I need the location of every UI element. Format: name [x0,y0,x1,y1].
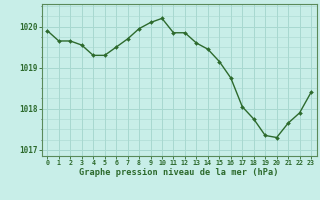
X-axis label: Graphe pression niveau de la mer (hPa): Graphe pression niveau de la mer (hPa) [79,168,279,177]
